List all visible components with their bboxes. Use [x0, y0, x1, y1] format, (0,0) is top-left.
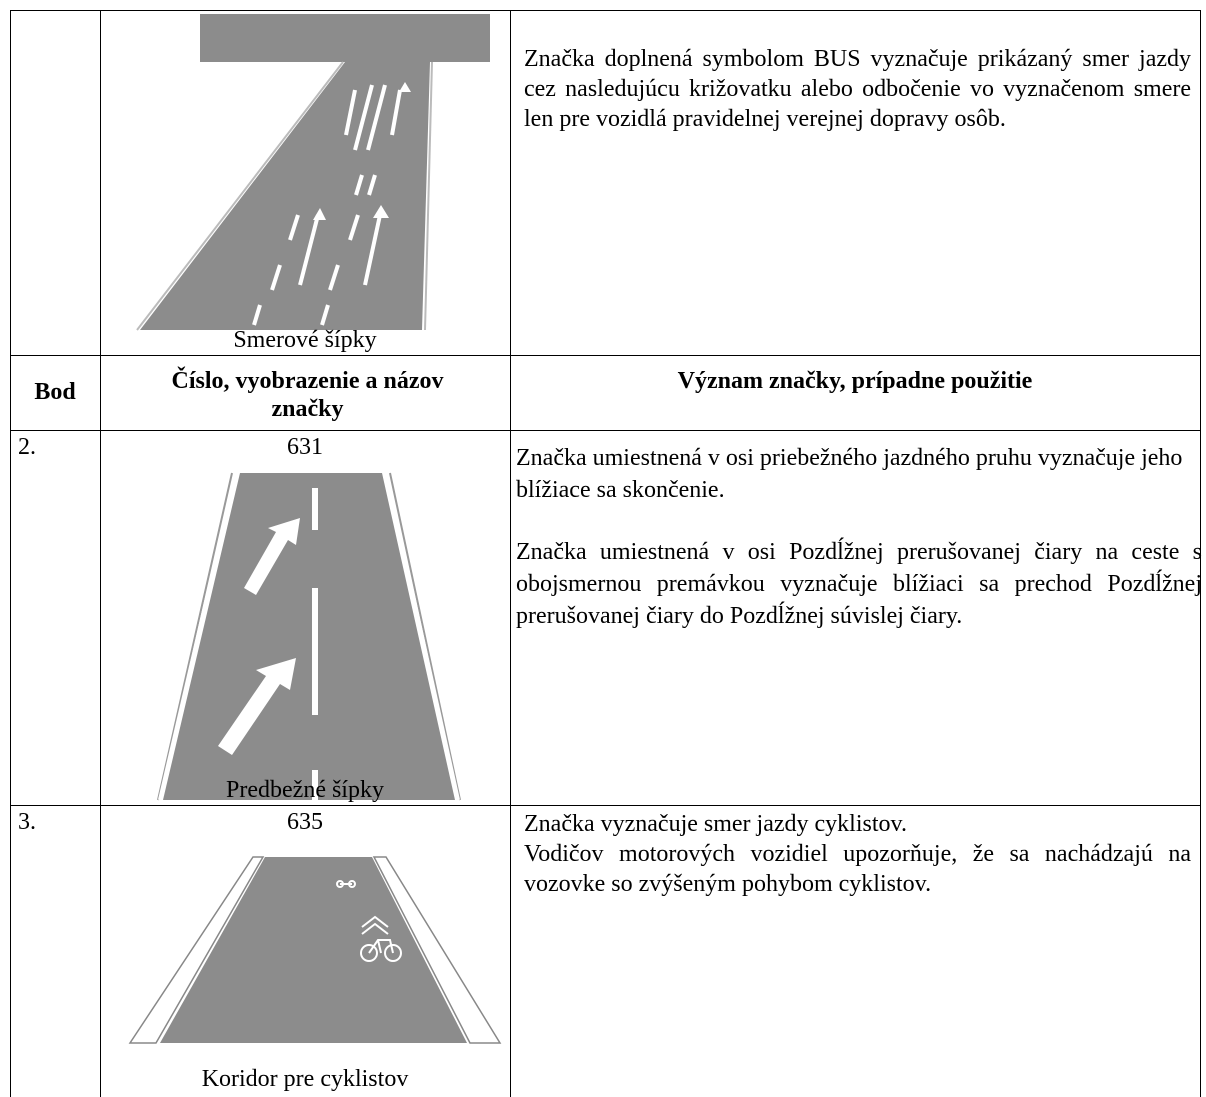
- header-cell: Bod: [34, 379, 76, 405]
- meaning: Značka umiestnená v osi priebežného jazd…: [514, 442, 1204, 632]
- table-border: [10, 10, 1201, 11]
- caption: Smerové šípky: [233, 327, 377, 353]
- paragraph: Značka umiestnená v osi Pozdĺžnej preruš…: [516, 539, 1202, 629]
- road-advance-arrows: [157, 472, 461, 801]
- sign-number: 635: [287, 809, 323, 835]
- table-border: [10, 355, 1201, 356]
- table-border: [100, 10, 101, 1097]
- road-directional-arrows: [136, 14, 490, 331]
- road-cycle-corridor: [128, 856, 502, 1044]
- paragraph: Značka umiestnená v osi priebežného jazd…: [516, 445, 1183, 503]
- header-cell: Číslo, vyobrazenie a názov značky: [171, 368, 444, 422]
- caption: Koridor pre cyklistov: [201, 1066, 409, 1092]
- paragraph: Značka doplnená symbolom BUS vyznačuje p…: [524, 46, 1191, 132]
- paragraph: Vodičov motorových vozidiel upozorňuje, …: [524, 841, 1191, 897]
- table-border: [10, 430, 1201, 431]
- table-border: [10, 10, 11, 1097]
- meaning: Značka doplnená symbolom BUS vyznačuje p…: [520, 44, 1195, 134]
- table-border: [1200, 10, 1201, 1097]
- header-cell: Význam značky, prípadne použitie: [677, 368, 1033, 394]
- bod: 2.: [18, 434, 36, 460]
- sign-number: 631: [287, 434, 323, 460]
- caption: Predbežné šípky: [226, 777, 384, 803]
- paragraph: Značka vyznačuje smer jazdy cyklistov.: [524, 811, 907, 837]
- table-border: [10, 805, 1201, 806]
- bod: 3.: [18, 809, 36, 835]
- table-border: [510, 10, 511, 1097]
- meaning: Značka vyznačuje smer jazdy cyklistov. V…: [520, 809, 1195, 899]
